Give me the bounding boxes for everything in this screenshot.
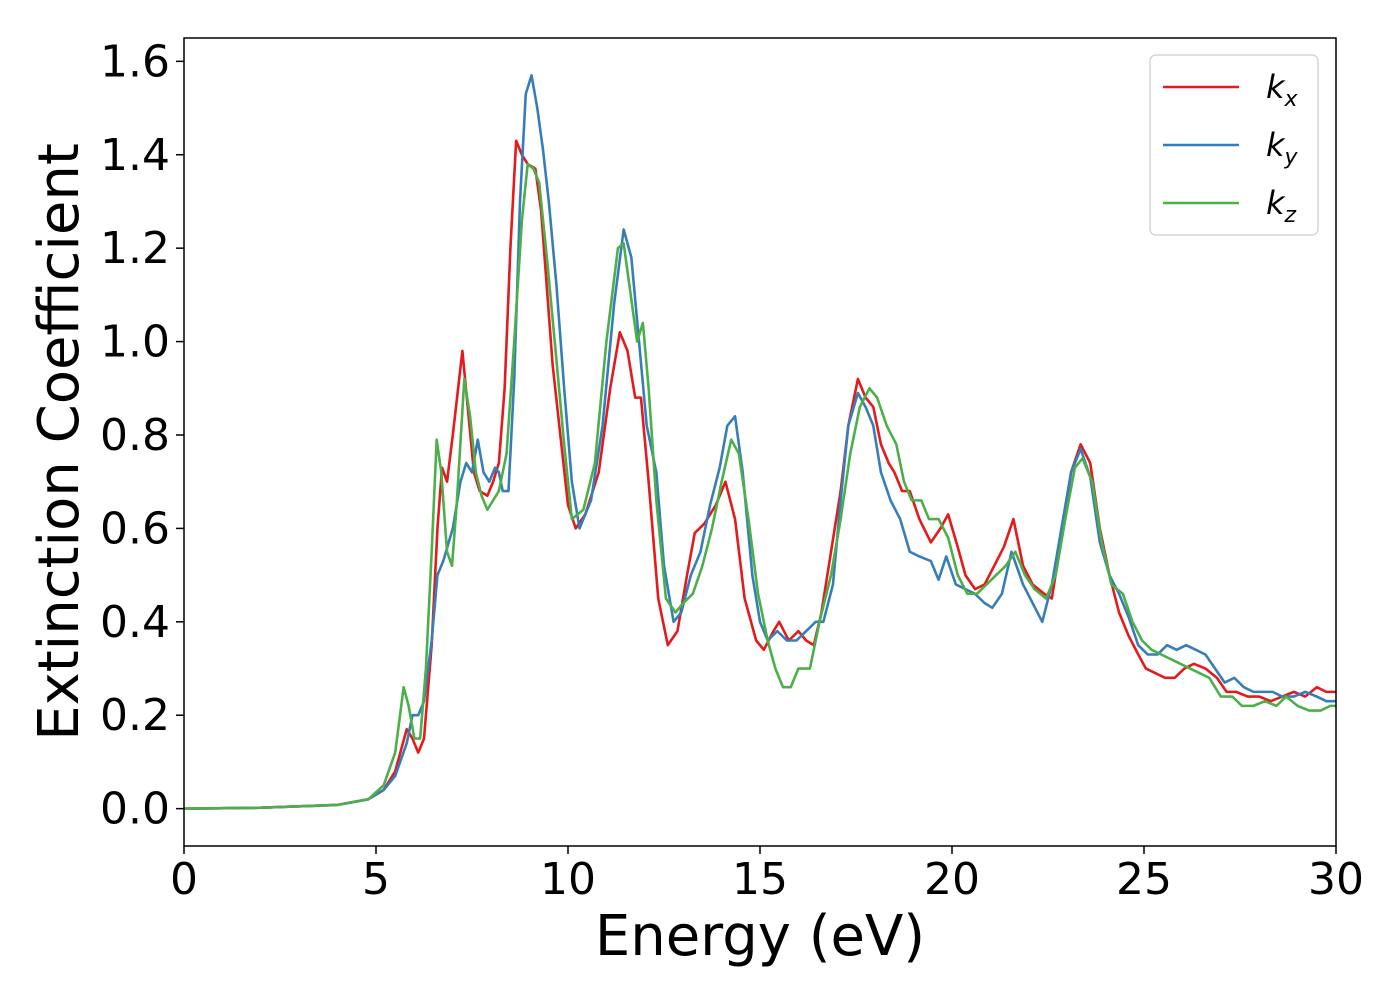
y-tick-label: 0.6	[100, 503, 170, 554]
x-tick-label: 0	[170, 854, 198, 905]
y-tick-label: 1.6	[100, 36, 170, 87]
legend-label-kx: kx	[1266, 68, 1299, 112]
x-tick-label: 30	[1308, 854, 1364, 905]
x-axis: 0 5 10 15 20 25 30	[170, 846, 1364, 905]
series-line-ky	[184, 74, 1336, 810]
x-tick-label: 25	[1116, 854, 1172, 905]
y-axis-label: Extinction Coefficient	[27, 143, 92, 741]
x-tick-label: 5	[362, 854, 390, 905]
y-tick-label: 0.2	[100, 690, 170, 741]
series-line-kz	[184, 162, 1336, 810]
y-tick-label: 0.8	[100, 410, 170, 461]
y-tick-label: 0.4	[100, 597, 170, 648]
y-tick-label: 0.0	[100, 784, 170, 835]
y-tick-label: 1.0	[100, 317, 170, 368]
series-layer	[184, 74, 1336, 810]
x-axis-label: Energy (eV)	[595, 904, 925, 969]
x-tick-label: 10	[540, 854, 596, 905]
x-tick-label: 20	[924, 854, 980, 905]
y-axis: 0.0 0.2 0.4 0.6 0.8 1.0 1.2 1.4 1.6	[100, 36, 184, 835]
y-tick-label: 1.2	[100, 223, 170, 274]
y-tick-label: 1.4	[100, 130, 170, 181]
x-tick-label: 15	[732, 854, 788, 905]
